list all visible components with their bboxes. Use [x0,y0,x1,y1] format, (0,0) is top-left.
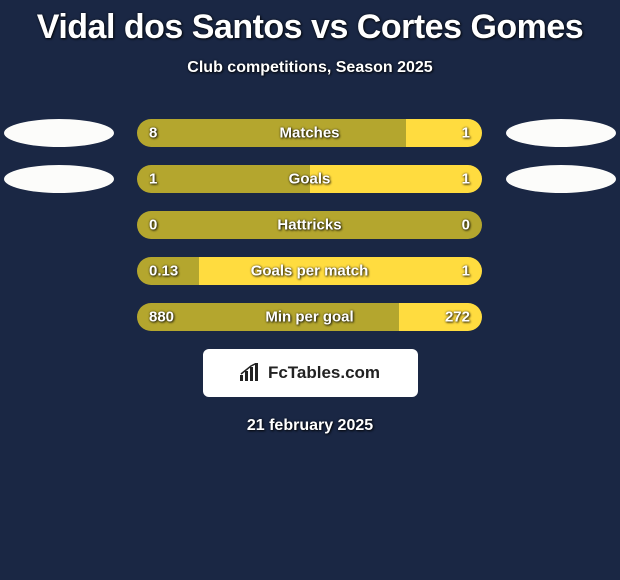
chart-icon [240,363,262,383]
player-right-ellipse [506,119,616,147]
stat-bar-left [137,257,199,285]
page-subtitle: Club competitions, Season 2025 [0,59,620,77]
stat-bar-left [137,165,310,193]
stat-bar: Min per goal880272 [137,303,482,331]
logo-box: FcTables.com [203,349,418,397]
comparison-rows: Matches81 Goals11 Hattricks00 Goals per mat… [0,119,620,331]
stat-bar: Goals per match0.131 [137,257,482,285]
stat-bar-right [199,257,482,285]
stat-row: Matches81 [0,119,620,147]
stat-bar-left [137,119,406,147]
stat-row: Goals11 [0,165,620,193]
stat-bar-left [137,211,482,239]
footer-date: 21 february 2025 [0,417,620,435]
player-right-ellipse [506,165,616,193]
stat-row: Goals per match0.131 [0,257,620,285]
stat-bar-right [310,165,483,193]
logo-text: FcTables.com [268,363,380,383]
stat-bar-left [137,303,399,331]
stat-bar: Goals11 [137,165,482,193]
stat-bar: Matches81 [137,119,482,147]
page-title: Vidal dos Santos vs Cortes Gomes [0,0,620,47]
player-left-ellipse [4,165,114,193]
stat-bar-right [399,303,482,331]
stat-row: Hattricks00 [0,211,620,239]
stat-bar-right [406,119,482,147]
player-left-ellipse [4,119,114,147]
stat-row: Min per goal880272 [0,303,620,331]
stat-bar: Hattricks00 [137,211,482,239]
